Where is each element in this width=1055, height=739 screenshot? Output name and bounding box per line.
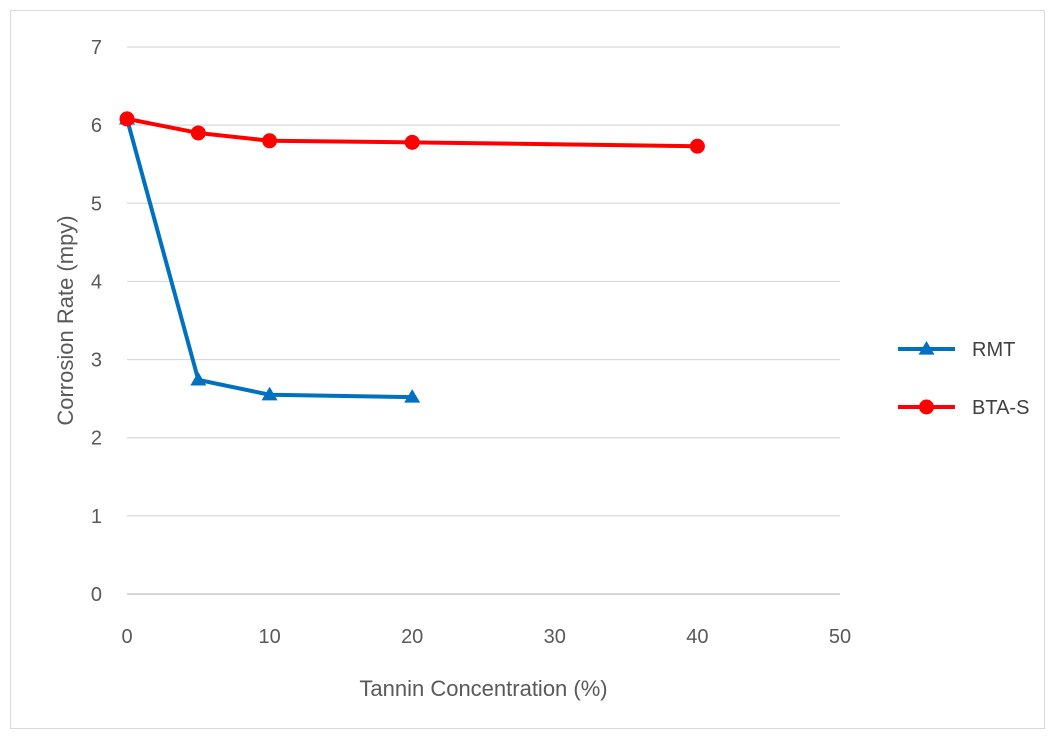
y-tick-labels: 0 1 2 3 4 5 6 7 <box>91 37 102 606</box>
legend-item: RMT <box>898 339 1015 361</box>
series-rmt <box>119 110 421 403</box>
y-tick-label: 5 <box>91 193 102 215</box>
data-point <box>190 371 207 386</box>
legend-label: BTA-S <box>972 397 1029 419</box>
y-tick-label: 3 <box>91 350 102 372</box>
data-point <box>689 138 705 154</box>
y-tick-label: 6 <box>91 115 102 137</box>
data-point <box>262 133 278 149</box>
y-tick-label: 4 <box>91 271 102 293</box>
legend-marker <box>918 341 935 355</box>
x-axis-title: Tannin Concentration (%) <box>359 676 607 701</box>
data-point <box>404 134 420 150</box>
y-axis-title: Corrosion Rate (mpy) <box>53 215 78 425</box>
gridlines <box>127 46 840 595</box>
chart-frame <box>10 10 1045 729</box>
legend-item: BTA-S <box>898 397 1029 419</box>
series-line <box>125 118 413 400</box>
legend-label: RMT <box>972 339 1015 361</box>
x-tick-labels: 0 10 20 30 40 50 <box>121 626 851 648</box>
y-tick-label: 2 <box>91 428 102 450</box>
x-tick-label: 0 <box>121 626 132 648</box>
series-bta-s <box>119 111 705 154</box>
x-tick-label: 40 <box>686 626 708 648</box>
y-tick-label: 0 <box>91 584 102 606</box>
data-point <box>404 389 421 403</box>
y-tick-label: 7 <box>91 37 102 59</box>
legend: RMT BTA-S <box>898 339 1029 419</box>
y-tick-label: 1 <box>91 506 102 528</box>
data-point <box>119 111 135 127</box>
x-tick-label: 30 <box>544 626 566 648</box>
data-point <box>261 386 278 401</box>
series-group <box>119 110 705 403</box>
data-point <box>190 125 206 141</box>
legend-marker <box>919 399 934 415</box>
x-tick-label: 10 <box>258 626 280 648</box>
x-tick-label: 50 <box>829 626 851 648</box>
x-tick-label: 20 <box>401 626 423 648</box>
